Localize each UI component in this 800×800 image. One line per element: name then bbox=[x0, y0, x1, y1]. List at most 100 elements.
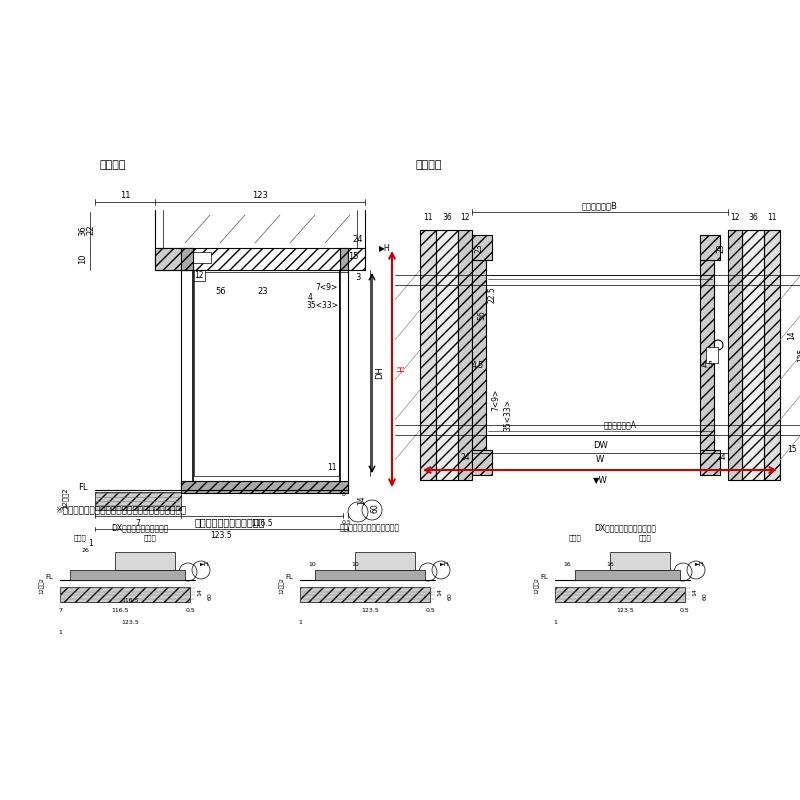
Text: 15: 15 bbox=[348, 252, 358, 262]
Text: 12: 12 bbox=[194, 270, 204, 279]
Text: 12: 12 bbox=[460, 214, 470, 222]
Bar bbox=[575, 570, 680, 580]
Text: ►H: ►H bbox=[440, 562, 450, 567]
Text: 24: 24 bbox=[460, 454, 470, 462]
Text: DX枠ツバなし薄沓摺り使用: DX枠ツバなし薄沓摺り使用 bbox=[594, 523, 656, 533]
Bar bbox=[95, 492, 181, 510]
Bar bbox=[610, 552, 670, 570]
Text: 1: 1 bbox=[553, 619, 557, 625]
Text: 23: 23 bbox=[474, 243, 483, 253]
Text: 11: 11 bbox=[423, 214, 433, 222]
Bar bbox=[458, 230, 472, 480]
Text: 14: 14 bbox=[358, 495, 366, 505]
Text: 4.5: 4.5 bbox=[702, 361, 714, 370]
Text: FL: FL bbox=[285, 574, 293, 580]
Text: 14: 14 bbox=[198, 588, 202, 596]
Bar bbox=[181, 481, 348, 493]
Text: 12: 12 bbox=[730, 214, 740, 222]
Text: 60: 60 bbox=[207, 592, 213, 600]
Text: 12段差2: 12段差2 bbox=[279, 577, 285, 594]
Bar bbox=[472, 235, 492, 260]
Text: 35<33>: 35<33> bbox=[306, 301, 338, 310]
Text: 123.5: 123.5 bbox=[210, 531, 232, 541]
Text: 10: 10 bbox=[78, 254, 87, 264]
Text: 24: 24 bbox=[716, 454, 726, 462]
Text: 56: 56 bbox=[478, 310, 486, 320]
Text: 洋室色: 洋室色 bbox=[569, 534, 582, 542]
Bar bbox=[115, 552, 175, 570]
Bar bbox=[355, 552, 415, 570]
Text: 14: 14 bbox=[787, 330, 797, 340]
Text: 123.5: 123.5 bbox=[616, 607, 634, 613]
Text: 11: 11 bbox=[327, 463, 337, 473]
Text: 23: 23 bbox=[717, 243, 726, 253]
Text: 26: 26 bbox=[81, 547, 89, 553]
Text: 123: 123 bbox=[252, 191, 268, 201]
Text: 14: 14 bbox=[438, 588, 442, 596]
Bar bbox=[155, 248, 365, 270]
Text: FL: FL bbox=[540, 574, 548, 580]
Bar bbox=[728, 230, 742, 480]
Text: 16: 16 bbox=[606, 562, 614, 567]
Text: 標準枠ツバ付薄沓摺り使用: 標準枠ツバ付薄沓摺り使用 bbox=[194, 517, 266, 527]
Bar bbox=[436, 230, 458, 480]
Text: 4: 4 bbox=[307, 294, 313, 302]
Text: 60: 60 bbox=[702, 592, 707, 600]
Text: FL: FL bbox=[78, 482, 88, 491]
Text: 16: 16 bbox=[563, 562, 571, 567]
Text: DH: DH bbox=[375, 366, 385, 379]
Text: 12段差2: 12段差2 bbox=[62, 487, 68, 509]
Bar bbox=[742, 230, 764, 480]
Text: 7: 7 bbox=[58, 607, 62, 613]
Text: 1: 1 bbox=[298, 619, 302, 625]
Text: 24: 24 bbox=[353, 235, 363, 245]
Bar bbox=[60, 587, 190, 602]
Text: 和室色: 和室色 bbox=[144, 534, 156, 542]
Text: 0.5: 0.5 bbox=[341, 521, 351, 526]
Text: H: H bbox=[398, 366, 406, 372]
Text: 洋室色: 洋室色 bbox=[74, 534, 86, 542]
Bar bbox=[700, 450, 720, 475]
Text: 10: 10 bbox=[308, 562, 316, 567]
Bar bbox=[193, 252, 211, 263]
Bar bbox=[300, 587, 430, 602]
Bar bbox=[472, 450, 492, 475]
Text: 7: 7 bbox=[135, 518, 141, 527]
Text: 1: 1 bbox=[58, 630, 62, 634]
Text: 縦断面図: 縦断面図 bbox=[100, 160, 126, 170]
Text: ▼W: ▼W bbox=[593, 475, 607, 485]
Bar bbox=[706, 347, 718, 363]
Text: 123.5: 123.5 bbox=[361, 607, 379, 613]
Text: 横断面図: 横断面図 bbox=[415, 160, 442, 170]
Text: 有効開口寸法A: 有効開口寸法A bbox=[603, 421, 637, 430]
Bar bbox=[472, 260, 486, 450]
Text: 60: 60 bbox=[447, 592, 453, 600]
Text: DX枠ツバ付薄沓摺り使用: DX枠ツバ付薄沓摺り使用 bbox=[111, 523, 169, 533]
Bar bbox=[764, 230, 780, 480]
Bar bbox=[486, 275, 714, 435]
Bar bbox=[555, 587, 685, 602]
Bar bbox=[193, 270, 205, 281]
Text: 11: 11 bbox=[120, 191, 130, 201]
Text: 12段差2: 12段差2 bbox=[39, 577, 45, 594]
Text: 12段差2: 12段差2 bbox=[534, 577, 540, 594]
Text: ▶H: ▶H bbox=[379, 243, 391, 253]
Text: 和室色: 和室色 bbox=[638, 534, 651, 542]
Text: 1: 1 bbox=[89, 538, 94, 547]
Text: 116.5: 116.5 bbox=[111, 607, 129, 613]
Text: 35<33>: 35<33> bbox=[503, 399, 513, 431]
Text: 0.5: 0.5 bbox=[185, 607, 195, 613]
Text: 123.5: 123.5 bbox=[121, 619, 139, 625]
Bar bbox=[155, 248, 193, 270]
Text: 36: 36 bbox=[442, 214, 452, 222]
Text: 22: 22 bbox=[86, 225, 95, 235]
Bar bbox=[700, 260, 714, 450]
Bar bbox=[315, 570, 425, 580]
Text: 116.5: 116.5 bbox=[251, 518, 273, 527]
Text: 4.5: 4.5 bbox=[472, 361, 484, 370]
Text: 36: 36 bbox=[78, 225, 87, 235]
Text: 0.5: 0.5 bbox=[680, 607, 690, 613]
Bar bbox=[420, 230, 436, 480]
Text: W: W bbox=[596, 455, 604, 465]
Text: 3: 3 bbox=[355, 274, 361, 282]
